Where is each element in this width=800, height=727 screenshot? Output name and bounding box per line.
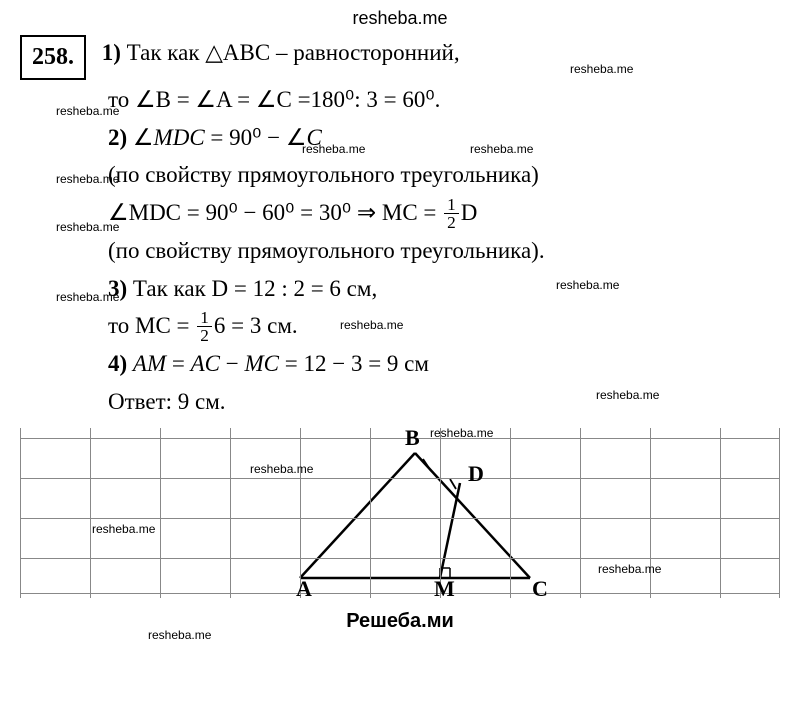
grid-line-v	[90, 428, 91, 598]
point-M: M	[434, 576, 455, 602]
grid-line-v	[440, 428, 441, 598]
site-footer: Решеба.ми	[20, 610, 780, 633]
step-1-num: 1)	[102, 40, 121, 65]
grid-line-v	[300, 428, 301, 598]
diagram-svg	[20, 428, 780, 598]
grid-line-v	[580, 428, 581, 598]
watermark: resheba.me	[92, 522, 155, 536]
grid-line-v	[370, 428, 371, 598]
watermark: resheba.me	[596, 388, 659, 402]
grid-line-h	[20, 558, 780, 559]
watermark: resheba.me	[148, 628, 211, 642]
watermark: resheba.me	[470, 142, 533, 156]
point-D: D	[468, 461, 484, 487]
site-header: resheba.me	[20, 8, 780, 29]
grid-line-v	[20, 428, 21, 598]
line-9-text: AM = AC − MC = 12 − 3 = 9 см	[133, 351, 429, 376]
step-4-num: 4)	[108, 351, 127, 376]
grid-line-v	[230, 428, 231, 598]
watermark: resheba.me	[56, 104, 119, 118]
watermark: resheba.me	[250, 462, 313, 476]
grid-line-h	[20, 478, 780, 479]
step-2-num: 2)	[108, 125, 127, 150]
line-8b: 6 = 3 см.	[214, 313, 298, 338]
watermark: resheba.me	[56, 290, 119, 304]
line-9: 4) AM = AC − MC = 12 − 3 = 9 см	[20, 346, 780, 382]
grid-line-v	[779, 428, 780, 598]
watermark: resheba.me	[56, 220, 119, 234]
fraction-half-1: 12	[444, 196, 459, 232]
watermark: resheba.me	[598, 562, 661, 576]
problem-number: 258.	[20, 35, 86, 80]
watermark: resheba.me	[302, 142, 365, 156]
point-B: B	[405, 425, 420, 451]
line-3: 2) ∠MDC = 90⁰ − ∠C	[20, 120, 780, 156]
fraction-half-2: 12	[197, 309, 212, 345]
point-C: C	[532, 576, 548, 602]
line-7: 3) Так как D = 12 : 2 = 6 см,	[20, 271, 780, 307]
diagram: ABCDM	[20, 428, 780, 598]
watermark: resheba.me	[340, 318, 403, 332]
watermark: resheba.me	[430, 426, 493, 440]
line-answer: Ответ: 9 см.	[20, 384, 780, 420]
line-1-text: Так как △ABC – равносторонний,	[127, 40, 460, 65]
line-5b: D	[461, 200, 478, 225]
line-4: (по свойству прямоугольного треугольника…	[20, 157, 780, 193]
watermark: resheba.me	[556, 278, 619, 292]
grid-line-h	[20, 593, 780, 594]
point-A: A	[296, 576, 312, 602]
grid-line-h	[20, 438, 780, 439]
grid-line-v	[160, 428, 161, 598]
line-2: то ∠B = ∠A = ∠C =180⁰: 3 = 60⁰.	[20, 82, 780, 118]
line-1: 258. 1) Так как △ABC – равносторонний,	[20, 35, 780, 80]
page-root: resheba.me 258. 1) Так как △ABC – равнос…	[0, 0, 800, 727]
solution-body: 258. 1) Так как △ABC – равносторонний, т…	[20, 35, 780, 420]
line-6: (по свойству прямоугольного треугольника…	[20, 233, 780, 269]
line-3-text: ∠MDC = 90⁰ − ∠C	[133, 125, 322, 150]
line-8a: то MC =	[108, 313, 195, 338]
line-7-text: Так как D = 12 : 2 = 6 см,	[133, 276, 377, 301]
grid-line-v	[720, 428, 721, 598]
line-5a: ∠MDC = 90⁰ − 60⁰ = 30⁰ ⇒ MC =	[108, 200, 442, 225]
grid-line-h	[20, 518, 780, 519]
watermark: resheba.me	[56, 172, 119, 186]
grid-line-v	[510, 428, 511, 598]
line-5: ∠MDC = 90⁰ − 60⁰ = 30⁰ ⇒ MC = 12D	[20, 195, 780, 231]
watermark: resheba.me	[570, 62, 633, 76]
